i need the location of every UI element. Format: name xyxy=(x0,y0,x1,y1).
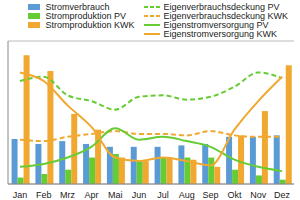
svg-text:Apr: Apr xyxy=(84,190,98,200)
html-text:Stromproduktion PV: Stromproduktion PV xyxy=(45,10,126,21)
html-text:Eigenverbrauchsdeckung PV: Eigenverbrauchsdeckung PV xyxy=(163,1,280,12)
html-text:Eigenstromversorgung PV: Eigenstromversorgung PV xyxy=(163,19,269,30)
svg-text:Mrz: Mrz xyxy=(60,190,75,200)
svg-text:Aug: Aug xyxy=(179,190,195,200)
svg-text:Nov: Nov xyxy=(250,190,267,200)
svg-text:Jul: Jul xyxy=(157,190,169,200)
svg-text:Okt: Okt xyxy=(227,190,242,200)
html-text:Stromproduktion KWK: Stromproduktion KWK xyxy=(45,19,135,30)
html-text:Eigenverbrauchsdeckung KWK: Eigenverbrauchsdeckung KWK xyxy=(163,10,288,21)
html-text:Eigenstromversorgung KWK: Eigenstromversorgung KWK xyxy=(163,28,277,39)
svg-text:Feb: Feb xyxy=(36,190,52,200)
html-text:Stromverbrauch: Stromverbrauch xyxy=(45,1,110,12)
svg-text:Jan: Jan xyxy=(13,190,28,200)
svg-text:Dez: Dez xyxy=(274,190,291,200)
svg-text:Jun: Jun xyxy=(132,190,147,200)
svg-text:Mai: Mai xyxy=(108,190,123,200)
svg-text:Sep: Sep xyxy=(203,190,219,200)
